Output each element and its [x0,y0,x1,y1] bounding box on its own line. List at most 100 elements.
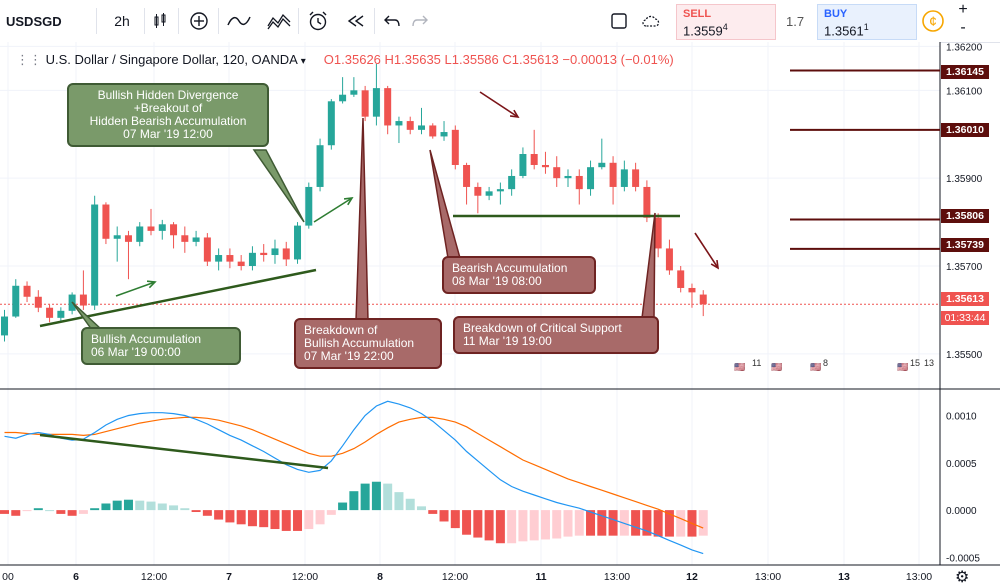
buy-price: 1.35611 [824,22,869,38]
line-chart-icon[interactable] [226,8,252,34]
gear-icon[interactable]: ⚙ [955,569,970,586]
us-flag-icon[interactable]: 🇺🇸 [734,362,746,372]
candle-body [350,90,358,95]
interval-button[interactable]: 2h [114,13,130,29]
candlestick-series [1,63,707,342]
level-tag-1: 1.36145 [941,65,989,79]
chart-canvas[interactable]: 1.35500 1.35700 1.35900 1.36100 1.36200 0.001… [0,42,1000,587]
time-tick-label: 00 [2,571,14,583]
alert-clock-icon[interactable] [306,8,330,34]
legend-grip-icon[interactable]: ⋮⋮ [16,52,46,67]
bearish-arrow [694,232,719,269]
histogram-bar [270,510,280,530]
histogram-bar [529,510,539,541]
us-flag-icon[interactable]: 🇺🇸 [771,362,783,372]
histogram-bar [495,510,505,544]
compare-icon[interactable] [266,8,292,34]
us-flag-icon[interactable]: 🇺🇸 [897,362,909,372]
time-tick-label: 13:00 [604,571,630,583]
buy-button[interactable]: BUY 1.35611 [817,4,917,40]
histogram-bar [586,510,596,536]
candle-body [91,204,99,306]
settings-icon[interactable]: ¢ [920,8,946,34]
legend-change: −0.00013 (−0.01%) [562,52,674,67]
candle-body [305,186,313,226]
annotation-bearish-accumulation[interactable]: Bearish Accumulation 08 Mar '19 08:00 [442,256,596,294]
add-indicator-icon[interactable] [188,8,210,34]
zoom-in-button[interactable]: + [958,1,968,18]
histogram-bar [405,498,415,511]
legend-high: H1.35635 [384,52,441,67]
histogram-bar [608,510,618,536]
histogram-bar [304,510,314,530]
histogram-bar [101,503,111,511]
histogram-bar [326,510,336,515]
legend-title[interactable]: U.S. Dollar / Singapore Dollar, 120, OAN… [45,52,298,67]
candle-body [406,121,414,130]
candle-body [113,235,121,239]
histogram-bar [78,510,88,514]
candles-icon[interactable] [150,8,170,34]
candle-body [260,252,268,256]
price-tick-label: 1.35500 [946,350,983,361]
histogram-bar [664,510,674,537]
toolbar-divider [96,8,97,34]
us-flag-icon[interactable]: 🇺🇸 [810,362,822,372]
signal-line [4,416,704,529]
cloud-icon[interactable] [640,8,662,34]
callout-pointer [252,149,305,223]
annotation-bullish-accumulation[interactable]: Bullish Accumulation 06 Mar '19 00:00 [81,327,241,365]
histogram-bar [360,483,370,511]
buy-price-pip: 1 [863,22,869,32]
toolbar-divider [218,8,219,34]
histogram-bar [462,510,472,535]
candle-body [451,129,459,165]
sell-button[interactable]: SELL 1.35594 [676,4,776,40]
candle-body [203,237,211,262]
candle-body [688,287,696,293]
annotation-hidden-divergence[interactable]: Bullish Hidden Divergence +Breakout of H… [67,83,269,147]
histogram-bar [371,481,381,511]
undo-icon[interactable] [382,8,402,34]
histogram-bar [180,508,190,511]
annotation-text: Bearish Accumulation 08 Mar '19 08:00 [452,261,568,288]
candle-body [294,225,302,260]
rect-icon[interactable] [608,8,630,34]
histogram-bar [484,510,494,541]
histogram-bar [247,510,257,527]
histogram-bar [631,510,641,536]
bearish-arrow [479,91,519,118]
histogram-bar [22,510,32,512]
histogram-bar [191,510,201,513]
candle-body [147,226,155,231]
symbol-search-button[interactable]: USDSGD [6,13,62,29]
candle-body [248,252,256,267]
candle-body [282,248,290,260]
chart-legend: ⋮⋮ U.S. Dollar / Singapore Dollar, 120, … [16,52,674,68]
annotation-breakdown-support[interactable]: Breakdown of Critical Support 11 Mar '19… [453,316,659,354]
price-tick-label: 1.36100 [946,86,983,97]
event-count: 15 [910,358,921,368]
candle-body [226,255,234,262]
candle-body [508,175,516,190]
histogram-bar [416,506,426,511]
spread-value: 1.7 [786,14,805,29]
replay-icon[interactable] [345,8,367,34]
annotation-text: Bullish Accumulation 06 Mar '19 00:00 [91,332,202,359]
level-tag-4: 1.35739 [941,238,989,252]
histogram-bar [123,499,133,511]
sell-price: 1.35594 [683,22,728,38]
chevron-down-icon[interactable]: ▾ [300,56,306,67]
histogram-bar [315,510,325,525]
annotation-breakdown-bullish[interactable]: Breakdown of Bullish Accumulation 07 Mar… [294,318,442,369]
redo-icon[interactable] [410,8,430,34]
time-tick-label: 12 [686,571,698,583]
candle-body [79,294,87,306]
zoom-out-button[interactable]: - [960,19,966,36]
histogram-bar [518,510,528,542]
histogram-bar [450,510,460,529]
candle-body [440,132,448,137]
candle-body [609,162,617,187]
buy-price-main: 1.3561 [824,23,864,39]
histogram-bar [574,510,584,536]
